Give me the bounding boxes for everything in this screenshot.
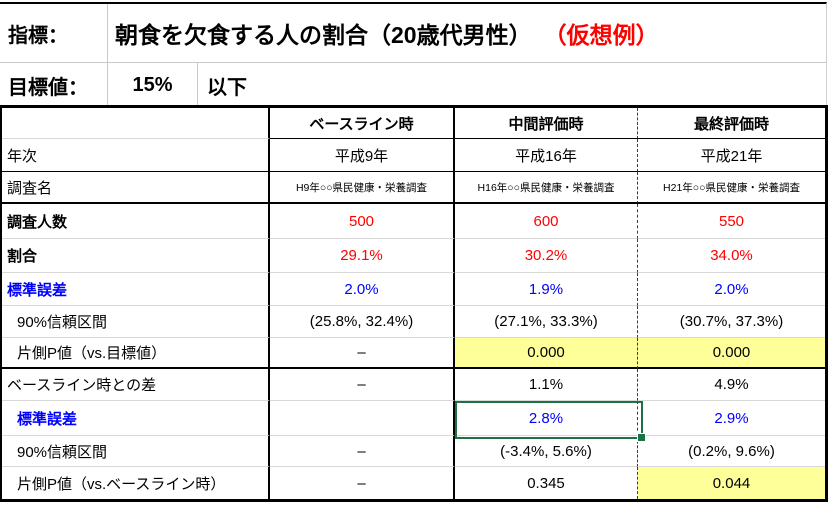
- cell-survey-name-baseline[interactable]: H9年○○県民健康・栄養調査: [270, 172, 455, 204]
- target-row: 目標値： 15% 以下: [0, 63, 826, 107]
- target-label-cell[interactable]: 目標値：: [0, 63, 108, 107]
- row-label-survey-name[interactable]: 調査名: [2, 172, 270, 204]
- cell-pvalue-vs-target-interim[interactable]: 0.000: [455, 338, 638, 369]
- cell-difference-se-final[interactable]: 2.9%: [638, 401, 825, 436]
- cell-pvalue-vs-baseline-baseline[interactable]: –: [270, 467, 455, 499]
- row-label-year[interactable]: 年次: [2, 139, 270, 172]
- row-label-pvalue-vs-baseline[interactable]: 片側P値（vs.ベースライン時）: [2, 467, 270, 499]
- cell-year-baseline[interactable]: 平成9年: [270, 139, 455, 172]
- cell-proportion-baseline[interactable]: 29.1%: [270, 239, 455, 273]
- cell-pvalue-vs-target-baseline[interactable]: –: [270, 338, 455, 369]
- row-label-difference-standard-error[interactable]: 標準誤差: [2, 401, 270, 436]
- header-interim[interactable]: 中間評価時: [455, 108, 638, 139]
- row-label-difference-from-baseline[interactable]: ベースライン時との差: [2, 369, 270, 401]
- cell-standard-error-final[interactable]: 2.0%: [638, 273, 825, 306]
- header-blank-cell[interactable]: [2, 108, 270, 139]
- cell-proportion-interim[interactable]: 30.2%: [455, 239, 638, 273]
- cell-confidence-interval-interim[interactable]: (27.1%, 33.3%): [455, 306, 638, 338]
- fill-handle[interactable]: [637, 433, 646, 442]
- cell-sample-size-baseline[interactable]: 500: [270, 204, 455, 239]
- cell-year-final[interactable]: 平成21年: [638, 139, 825, 172]
- cell-pvalue-vs-baseline-final[interactable]: 0.044: [638, 467, 825, 499]
- statistics-table: ベースライン時 中間評価時 最終評価時 年次 平成9年 平成16年 平成21年 …: [0, 105, 828, 502]
- cell-survey-name-interim[interactable]: H16年○○県民健康・栄養調査: [455, 172, 638, 204]
- cell-difference-se-interim-selected[interactable]: 2.8%: [455, 401, 638, 436]
- indicator-section: 指標： 朝食を欠食する人の割合（20歳代男性） （仮想例） 目標値： 15% 以…: [0, 2, 827, 107]
- cell-standard-error-interim[interactable]: 1.9%: [455, 273, 638, 306]
- indicator-note: （仮想例）: [543, 22, 659, 48]
- cell-difference-final[interactable]: 4.9%: [638, 369, 825, 401]
- cell-difference-ci-baseline[interactable]: –: [270, 436, 455, 467]
- header-baseline[interactable]: ベースライン時: [270, 108, 455, 139]
- target-suffix-cell[interactable]: 以下: [207, 76, 247, 99]
- cell-sample-size-interim[interactable]: 600: [455, 204, 638, 239]
- indicator-title: 朝食を欠食する人の割合（20歳代男性）: [115, 22, 532, 48]
- cell-survey-name-final[interactable]: H21年○○県民健康・栄養調査: [638, 172, 825, 204]
- cell-difference-se-baseline[interactable]: [270, 401, 455, 436]
- row-label-difference-confidence-interval[interactable]: 90%信頼区間: [2, 436, 270, 467]
- row-label-proportion[interactable]: 割合: [2, 239, 270, 273]
- cell-confidence-interval-baseline[interactable]: (25.8%, 32.4%): [270, 306, 455, 338]
- target-value-cell[interactable]: 15%: [108, 63, 198, 107]
- row-label-sample-size[interactable]: 調査人数: [2, 204, 270, 239]
- indicator-row: 指標： 朝食を欠食する人の割合（20歳代男性） （仮想例）: [0, 4, 826, 63]
- cell-difference-ci-final[interactable]: (0.2%, 9.6%): [638, 436, 825, 467]
- indicator-title-cell[interactable]: 朝食を欠食する人の割合（20歳代男性） （仮想例）: [108, 4, 826, 62]
- cell-proportion-final[interactable]: 34.0%: [638, 239, 825, 273]
- row-label-standard-error[interactable]: 標準誤差: [2, 273, 270, 306]
- indicator-label-cell[interactable]: 指標：: [0, 4, 108, 62]
- row-label-confidence-interval[interactable]: 90%信頼区間: [2, 306, 270, 338]
- cell-sample-size-final[interactable]: 550: [638, 204, 825, 239]
- cell-difference-ci-interim[interactable]: (-3.4%, 5.6%): [455, 436, 638, 467]
- header-final[interactable]: 最終評価時: [638, 108, 825, 139]
- cell-pvalue-vs-target-final[interactable]: 0.000: [638, 338, 825, 369]
- cell-pvalue-vs-baseline-interim[interactable]: 0.345: [455, 467, 638, 499]
- cell-confidence-interval-final[interactable]: (30.7%, 37.3%): [638, 306, 825, 338]
- row-label-pvalue-vs-target[interactable]: 片側P値（vs.目標値）: [2, 338, 270, 369]
- cell-year-interim[interactable]: 平成16年: [455, 139, 638, 172]
- cell-difference-baseline[interactable]: –: [270, 369, 455, 401]
- cell-standard-error-baseline[interactable]: 2.0%: [270, 273, 455, 306]
- cell-difference-interim[interactable]: 1.1%: [455, 369, 638, 401]
